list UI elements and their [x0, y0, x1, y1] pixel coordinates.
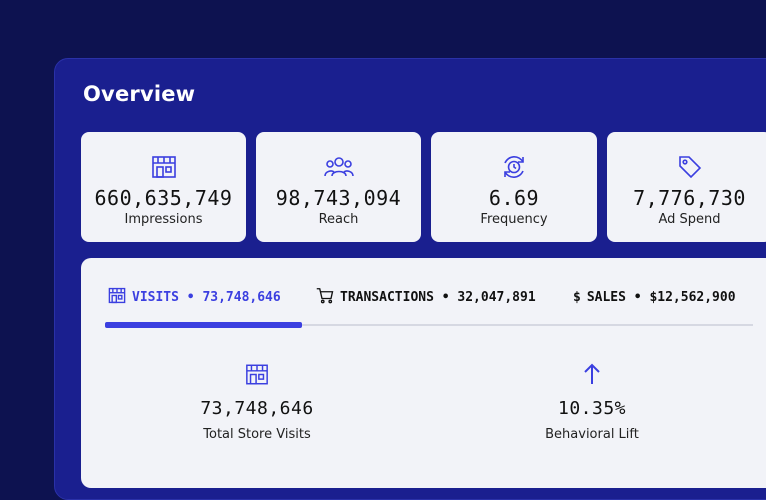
behavioral-lift-value: 10.35% — [557, 398, 627, 419]
refresh-clock-icon — [501, 154, 527, 180]
impressions-card: 660,635,749 Impressions — [81, 132, 246, 242]
total-store-visits-label: Total Store Visits — [203, 427, 311, 442]
total-store-visits-metric: 73,748,646 Total Store Visits — [127, 360, 387, 442]
tab-sales-label: SALES • $12,562,900 — [586, 289, 736, 305]
people-icon — [323, 154, 355, 180]
tab-sales[interactable]: $ SALES • $12,562,900 — [573, 286, 736, 308]
dollar-icon: $ — [573, 289, 581, 305]
storefront-icon — [151, 154, 177, 180]
total-store-visits-value: 73,748,646 — [200, 398, 314, 419]
arrow-up-icon — [583, 360, 601, 388]
impressions-value: 660,635,749 — [94, 186, 233, 210]
impressions-label: Impressions — [124, 212, 203, 227]
reach-card: 98,743,094 Reach — [256, 132, 421, 242]
tab-visits[interactable]: VISITS • 73,748,646 — [108, 286, 281, 308]
tab-visits-label: VISITS • 73,748,646 — [132, 289, 281, 305]
reach-value: 98,743,094 — [275, 186, 402, 210]
frequency-label: Frequency — [480, 212, 548, 227]
page-title: Overview — [83, 82, 196, 106]
behavioral-lift-metric: 10.35% Behavioral Lift — [462, 360, 722, 442]
ad-spend-card: 7,776,730 Ad Spend — [607, 132, 766, 242]
detail-panel — [81, 258, 766, 488]
active-tab-indicator — [105, 322, 302, 328]
ad-spend-value: 7,776,730 — [633, 186, 746, 210]
storefront-icon — [108, 287, 126, 308]
tab-transactions[interactable]: TRANSACTIONS • 32,047,891 — [316, 286, 536, 308]
storefront-icon — [245, 360, 269, 388]
ad-spend-label: Ad Spend — [658, 212, 721, 227]
reach-label: Reach — [318, 212, 359, 227]
cart-icon — [316, 287, 334, 308]
tab-transactions-label: TRANSACTIONS • 32,047,891 — [340, 289, 536, 305]
behavioral-lift-label: Behavioral Lift — [545, 427, 639, 442]
tab-divider — [105, 324, 753, 326]
frequency-card: 6.69 Frequency — [431, 132, 597, 242]
frequency-value: 6.69 — [488, 186, 540, 210]
price-tag-icon — [677, 154, 703, 180]
